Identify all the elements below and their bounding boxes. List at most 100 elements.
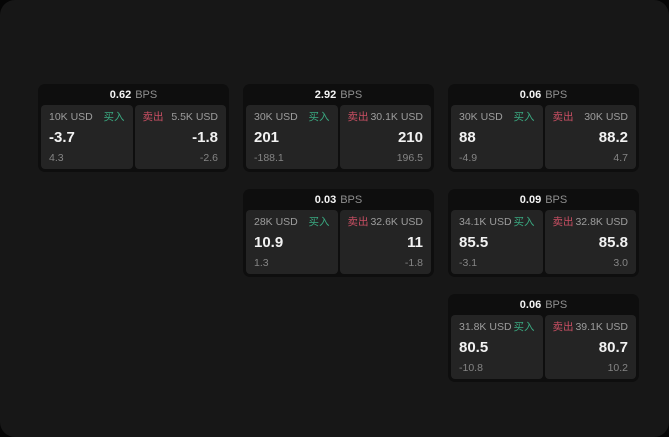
card-header: 0.06 BPS	[448, 294, 639, 315]
card-body: 28K USD 买入 10.9 1.3 卖出 32.6K USD 11 -1.8	[243, 210, 434, 277]
sell-amount: 30.1K USD	[370, 111, 423, 123]
sell-value: 80.7	[598, 339, 628, 356]
sell-pane-top: 卖出 39.1K USD	[553, 322, 629, 333]
buy-amount: 28K USD	[254, 216, 298, 228]
card-header: 0.06 BPS	[448, 84, 639, 105]
buy-value: 10.9	[254, 234, 284, 251]
sell-sub-value: -2.6	[199, 151, 218, 164]
sell-pane-top: 卖出 5.5K USD	[143, 112, 219, 123]
bps-unit-label: BPS	[545, 298, 568, 311]
buy-amount: 30K USD	[459, 111, 503, 123]
buy-pane-top: 34.1K USD 买入	[459, 217, 535, 228]
sell-tag: 卖出	[552, 321, 574, 333]
buy-value: -3.7	[49, 129, 75, 146]
buy-pane[interactable]: 10K USD 买入 -3.7 4.3	[41, 105, 133, 169]
sell-pane[interactable]: 卖出 39.1K USD 80.7 10.2	[544, 315, 636, 379]
sell-pane-top: 卖出 32.6K USD	[348, 217, 424, 228]
sell-value: 210	[397, 129, 423, 146]
buy-sub-value: -10.8	[459, 361, 483, 374]
sell-amount: 32.8K USD	[575, 216, 628, 228]
bps-value: 0.06	[519, 298, 542, 311]
buy-value: 85.5	[459, 234, 489, 251]
buy-sub-value: 1.3	[254, 256, 269, 269]
buy-sub-value: -188.1	[254, 151, 284, 164]
buy-sub-value: -4.9	[459, 151, 478, 164]
buy-tag: 买入	[513, 216, 535, 228]
quote-card[interactable]: 0.62 BPS 10K USD 买入 -3.7 4.3 卖出 5.5K USD…	[38, 84, 229, 172]
bps-unit-label: BPS	[135, 88, 158, 101]
quote-cards-grid: 0.62 BPS 10K USD 买入 -3.7 4.3 卖出 5.5K USD…	[38, 84, 639, 382]
buy-pane-top: 10K USD 买入	[49, 112, 125, 123]
bps-value: 0.62	[109, 88, 132, 101]
buy-sub-value: -3.1	[459, 256, 478, 269]
sell-sub-value: 4.7	[613, 151, 628, 164]
sell-tag: 卖出	[347, 111, 369, 123]
bps-unit-label: BPS	[545, 193, 568, 206]
bps-value: 2.92	[314, 88, 337, 101]
buy-pane[interactable]: 31.8K USD 买入 80.5 -10.8	[451, 315, 543, 379]
buy-pane[interactable]: 34.1K USD 买入 85.5 -3.1	[451, 210, 543, 274]
card-body: 34.1K USD 买入 85.5 -3.1 卖出 32.8K USD 85.8…	[448, 210, 639, 277]
sell-pane-top: 卖出 30K USD	[553, 112, 629, 123]
sell-tag: 卖出	[552, 216, 574, 228]
sell-amount: 39.1K USD	[575, 321, 628, 333]
sell-pane[interactable]: 卖出 32.8K USD 85.8 3.0	[544, 210, 636, 274]
sell-pane[interactable]: 卖出 5.5K USD -1.8 -2.6	[134, 105, 226, 169]
sell-pane[interactable]: 卖出 32.6K USD 11 -1.8	[339, 210, 431, 274]
buy-sub-value: 4.3	[49, 151, 64, 164]
sell-value: -1.8	[192, 129, 218, 146]
buy-amount: 34.1K USD	[459, 216, 512, 228]
sell-value: 85.8	[598, 234, 628, 251]
bps-value: 0.09	[519, 193, 542, 206]
card-body: 30K USD 买入 201 -188.1 卖出 30.1K USD 210 1…	[243, 105, 434, 172]
sell-tag: 卖出	[552, 111, 574, 123]
sell-sub-value: 196.5	[396, 151, 423, 164]
sell-sub-value: 10.2	[607, 361, 628, 374]
card-body: 10K USD 买入 -3.7 4.3 卖出 5.5K USD -1.8 -2.…	[38, 105, 229, 172]
buy-tag: 买入	[103, 111, 125, 123]
buy-tag: 买入	[308, 111, 330, 123]
sell-tag: 卖出	[347, 216, 369, 228]
buy-tag: 买入	[513, 111, 535, 123]
quote-card[interactable]: 0.06 BPS 30K USD 买入 88 -4.9 卖出 30K USD 8…	[448, 84, 639, 172]
sell-sub-value: -1.8	[404, 256, 423, 269]
buy-value: 88	[459, 129, 476, 146]
sell-value: 11	[407, 234, 423, 251]
buy-pane[interactable]: 30K USD 买入 201 -188.1	[246, 105, 338, 169]
bps-unit-label: BPS	[340, 88, 363, 101]
quote-card[interactable]: 2.92 BPS 30K USD 买入 201 -188.1 卖出 30.1K …	[243, 84, 434, 172]
sell-pane-top: 卖出 32.8K USD	[553, 217, 629, 228]
sell-amount: 5.5K USD	[171, 111, 218, 123]
sell-pane-top: 卖出 30.1K USD	[348, 112, 424, 123]
buy-pane[interactable]: 30K USD 买入 88 -4.9	[451, 105, 543, 169]
bps-value: 0.06	[519, 88, 542, 101]
sell-sub-value: 3.0	[613, 256, 628, 269]
buy-pane-top: 28K USD 买入	[254, 217, 330, 228]
quote-card[interactable]: 0.06 BPS 31.8K USD 买入 80.5 -10.8 卖出 39.1…	[448, 294, 639, 382]
sell-amount: 32.6K USD	[370, 216, 423, 228]
buy-value: 80.5	[459, 339, 489, 356]
buy-amount: 30K USD	[254, 111, 298, 123]
buy-amount: 10K USD	[49, 111, 93, 123]
buy-pane-top: 30K USD 买入	[459, 112, 535, 123]
card-header: 2.92 BPS	[243, 84, 434, 105]
sell-pane[interactable]: 卖出 30K USD 88.2 4.7	[544, 105, 636, 169]
sell-value: 88.2	[598, 129, 628, 146]
buy-pane-top: 30K USD 买入	[254, 112, 330, 123]
buy-value: 201	[254, 129, 280, 146]
card-header: 0.62 BPS	[38, 84, 229, 105]
sell-amount: 30K USD	[584, 111, 628, 123]
sell-pane[interactable]: 卖出 30.1K USD 210 196.5	[339, 105, 431, 169]
card-body: 31.8K USD 买入 80.5 -10.8 卖出 39.1K USD 80.…	[448, 315, 639, 382]
card-body: 30K USD 买入 88 -4.9 卖出 30K USD 88.2 4.7	[448, 105, 639, 172]
quote-card[interactable]: 0.03 BPS 28K USD 买入 10.9 1.3 卖出 32.6K US…	[243, 189, 434, 277]
sell-tag: 卖出	[142, 111, 164, 123]
buy-pane[interactable]: 28K USD 买入 10.9 1.3	[246, 210, 338, 274]
bps-value: 0.03	[314, 193, 337, 206]
card-header: 0.03 BPS	[243, 189, 434, 210]
buy-tag: 买入	[308, 216, 330, 228]
card-header: 0.09 BPS	[448, 189, 639, 210]
quote-card[interactable]: 0.09 BPS 34.1K USD 买入 85.5 -3.1 卖出 32.8K…	[448, 189, 639, 277]
buy-pane-top: 31.8K USD 买入	[459, 322, 535, 333]
